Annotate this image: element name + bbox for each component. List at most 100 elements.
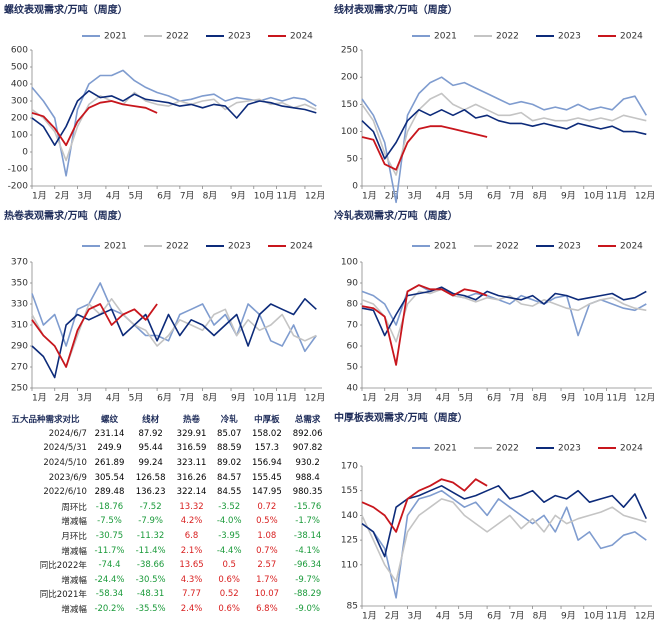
table-cell: -9.7%	[295, 574, 320, 585]
legend-label: 2022	[496, 444, 519, 454]
table-cell: -3.95	[218, 531, 241, 542]
table-cell: -7.9%	[138, 516, 163, 527]
table-cell: 7.77	[182, 589, 201, 600]
x-tick-label: 7月	[510, 393, 525, 404]
table-row: 增减幅 -11.7% -11.4% 2.1% -4.4% 0.7% -4.1%	[2, 543, 328, 558]
table-cell: -48.31	[136, 589, 165, 600]
table-cell: -11.32	[136, 531, 165, 542]
table-cell: 249.9	[97, 443, 122, 454]
chart-title: 冷轧表观需求/万吨（周度）	[334, 209, 458, 222]
x-tick-label: 4月	[436, 191, 451, 202]
table-cell: 2024/6/7	[48, 428, 87, 439]
table-cell: 2.4%	[180, 604, 203, 615]
legend-label: 2024	[620, 444, 643, 454]
series-line	[31, 91, 317, 162]
table-cell: 线材	[142, 415, 160, 426]
y-tick-label: 310	[11, 321, 28, 331]
x-tick-label: 6月	[157, 191, 172, 202]
table-cell: -74.4	[98, 560, 121, 571]
table-cell: 0.6%	[218, 574, 240, 585]
table-cell: -7.5%	[97, 516, 122, 527]
table-row: 2024/6/7 231.14 87.92 329.91 85.07 158.02 892.…	[2, 427, 328, 442]
table-cell: 84.55	[217, 487, 242, 498]
table-cell: 1.08	[257, 531, 277, 542]
table-cell: 0.72	[257, 501, 277, 512]
x-tick-label: 8月	[203, 393, 218, 404]
table-row: 2022/6/10 289.48 136.23 322.14 84.55 147.95 98…	[2, 485, 328, 500]
y-tick-label: 150	[341, 100, 358, 110]
y-tick-label: 100	[341, 127, 358, 137]
x-tick-label: 2月	[55, 393, 70, 404]
table-cell: -9.0%	[295, 604, 320, 615]
table-cell: 13.65	[179, 560, 204, 571]
y-tick-label: 270	[11, 363, 28, 373]
x-tick-label: 10月	[584, 611, 604, 622]
table-cell: 158.02	[251, 428, 282, 439]
y-tick-label: 400	[11, 80, 28, 90]
y-tick-label: 250	[341, 46, 358, 56]
x-tick-label: 4月	[106, 393, 121, 404]
table-cell: 增减幅	[61, 517, 87, 528]
table-cell: 增减幅	[61, 605, 87, 616]
table-cell: 增减幅	[61, 546, 87, 557]
table-cell: -11.4%	[135, 545, 166, 556]
table-cell: 月环比	[61, 532, 87, 543]
table-cell: -35.5%	[135, 604, 166, 615]
table-cell: 热卷	[183, 415, 201, 426]
legend-label: 2024	[290, 242, 313, 252]
y-tick-label: 170	[341, 462, 358, 472]
x-tick-label: 12月	[635, 611, 655, 622]
x-tick-label: 9月	[561, 191, 576, 202]
table-cell: -24.4%	[94, 574, 125, 585]
x-tick-label: 11月	[607, 393, 627, 404]
table-cell: 930.2	[295, 458, 320, 469]
x-tick-label: 7月	[510, 191, 525, 202]
table-cell: 323.11	[176, 458, 207, 469]
table-cell: -20.2%	[94, 604, 125, 615]
x-tick-label: 1月	[32, 393, 47, 404]
x-tick-label: 6月	[157, 393, 172, 404]
legend-label: 2022	[166, 242, 189, 252]
x-tick-label: 2月	[385, 191, 400, 202]
x-tick-label: 8月	[533, 191, 548, 202]
legend-label: 2023	[228, 242, 251, 252]
x-tick-label: 4月	[436, 393, 451, 404]
x-tick-label: 5月	[129, 393, 144, 404]
series-line	[361, 109, 647, 160]
table-row: 周环比 -18.76 -7.52 13.32 -3.52 0.72 -15.76	[2, 500, 328, 515]
table-cell: 13.32	[179, 501, 204, 512]
table-cell: 0.5	[222, 560, 236, 571]
y-tick-label: 125	[341, 536, 358, 546]
series-line	[361, 125, 488, 171]
x-tick-label: 3月	[407, 611, 422, 622]
table-cell: 2022/6/10	[43, 487, 87, 498]
table-cell: 冷轧	[220, 415, 238, 426]
series-line	[31, 90, 317, 146]
legend-label: 2023	[558, 32, 581, 42]
y-tick-label: 350	[11, 279, 28, 289]
x-tick-label: 1月	[32, 191, 47, 202]
series-line	[361, 478, 488, 533]
table-cell: 289.48	[94, 487, 125, 498]
x-tick-label: 10月	[584, 393, 604, 404]
table-cell: -15.76	[293, 501, 322, 512]
y-tick-label: 370	[11, 258, 28, 268]
table-cell: 322.14	[176, 487, 207, 498]
table-row: 同比2022年 -74.4 -38.66 13.65 0.5 2.57 -96.34	[2, 558, 328, 573]
table-cell: 2.57	[257, 560, 277, 571]
legend-label: 2021	[104, 242, 127, 252]
series-line	[361, 92, 647, 176]
table-cell: 907.82	[292, 443, 323, 454]
table-cell: 0.6%	[218, 604, 240, 615]
table-row: 2024/5/31 249.9 95.44 316.59 88.59 157.3 907.8…	[2, 441, 328, 456]
table-cell: 156.94	[251, 458, 282, 469]
y-tick-label: 110	[341, 560, 358, 570]
table-cell: 136.23	[135, 487, 166, 498]
x-tick-label: 3月	[407, 393, 422, 404]
table-cell: 147.95	[251, 487, 282, 498]
series-line	[31, 298, 317, 379]
y-tick-label: 155	[341, 486, 358, 496]
table-cell: 0.5%	[256, 516, 278, 527]
y-tick-label: 300	[11, 97, 28, 107]
